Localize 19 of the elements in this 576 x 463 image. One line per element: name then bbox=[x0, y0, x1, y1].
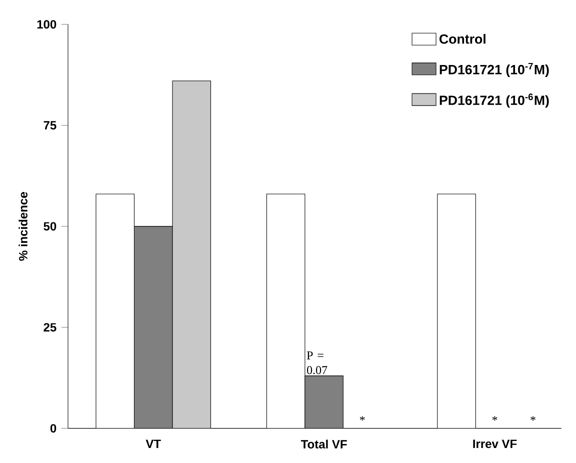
legend-label: PD161721 (10$^{-7}$M) bbox=[440, 62, 549, 77]
annotation: * bbox=[530, 416, 536, 421]
annotation: P = 0.07 bbox=[306, 352, 328, 374]
y-tick-label: 25 bbox=[44, 323, 56, 332]
y-tick-label: 75 bbox=[44, 121, 56, 130]
bar bbox=[437, 194, 476, 428]
y-axis-title: % incidence bbox=[18, 192, 28, 261]
legend-label: Control bbox=[440, 34, 486, 44]
annotation: * bbox=[492, 416, 498, 421]
y-tick-label: 100 bbox=[37, 20, 56, 29]
x-tick-label: Total VF bbox=[300, 440, 347, 449]
x-tick-label: Irrev VF bbox=[473, 440, 517, 448]
y-tick-label: 0 bbox=[50, 424, 56, 433]
bar bbox=[134, 226, 172, 428]
annotation: * bbox=[360, 416, 365, 421]
x-tick-label: VT bbox=[146, 440, 161, 448]
legend-label: PD161721 (10$^{-6}$M) bbox=[440, 94, 549, 108]
y-tick-label: 50 bbox=[44, 222, 56, 231]
bar bbox=[304, 376, 344, 428]
